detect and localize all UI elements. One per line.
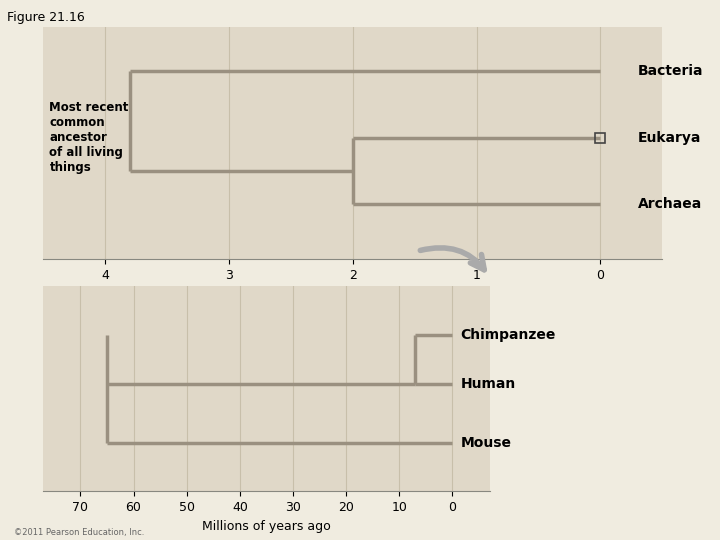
- Text: Bacteria: Bacteria: [638, 64, 703, 78]
- Text: Most recent
common
ancestor
of all living
things: Most recent common ancestor of all livin…: [50, 101, 129, 174]
- Text: Human: Human: [460, 377, 516, 391]
- Text: Eukarya: Eukarya: [638, 131, 701, 145]
- X-axis label: Millions of years ago: Millions of years ago: [202, 519, 330, 532]
- Text: Mouse: Mouse: [460, 436, 511, 449]
- Text: Archaea: Archaea: [638, 197, 702, 211]
- Text: Figure 21.16: Figure 21.16: [7, 11, 85, 24]
- Text: ©2011 Pearson Education, Inc.: ©2011 Pearson Education, Inc.: [14, 528, 145, 537]
- Text: Chimpanzee: Chimpanzee: [460, 328, 556, 342]
- X-axis label: Billions of years ago: Billions of years ago: [289, 287, 416, 300]
